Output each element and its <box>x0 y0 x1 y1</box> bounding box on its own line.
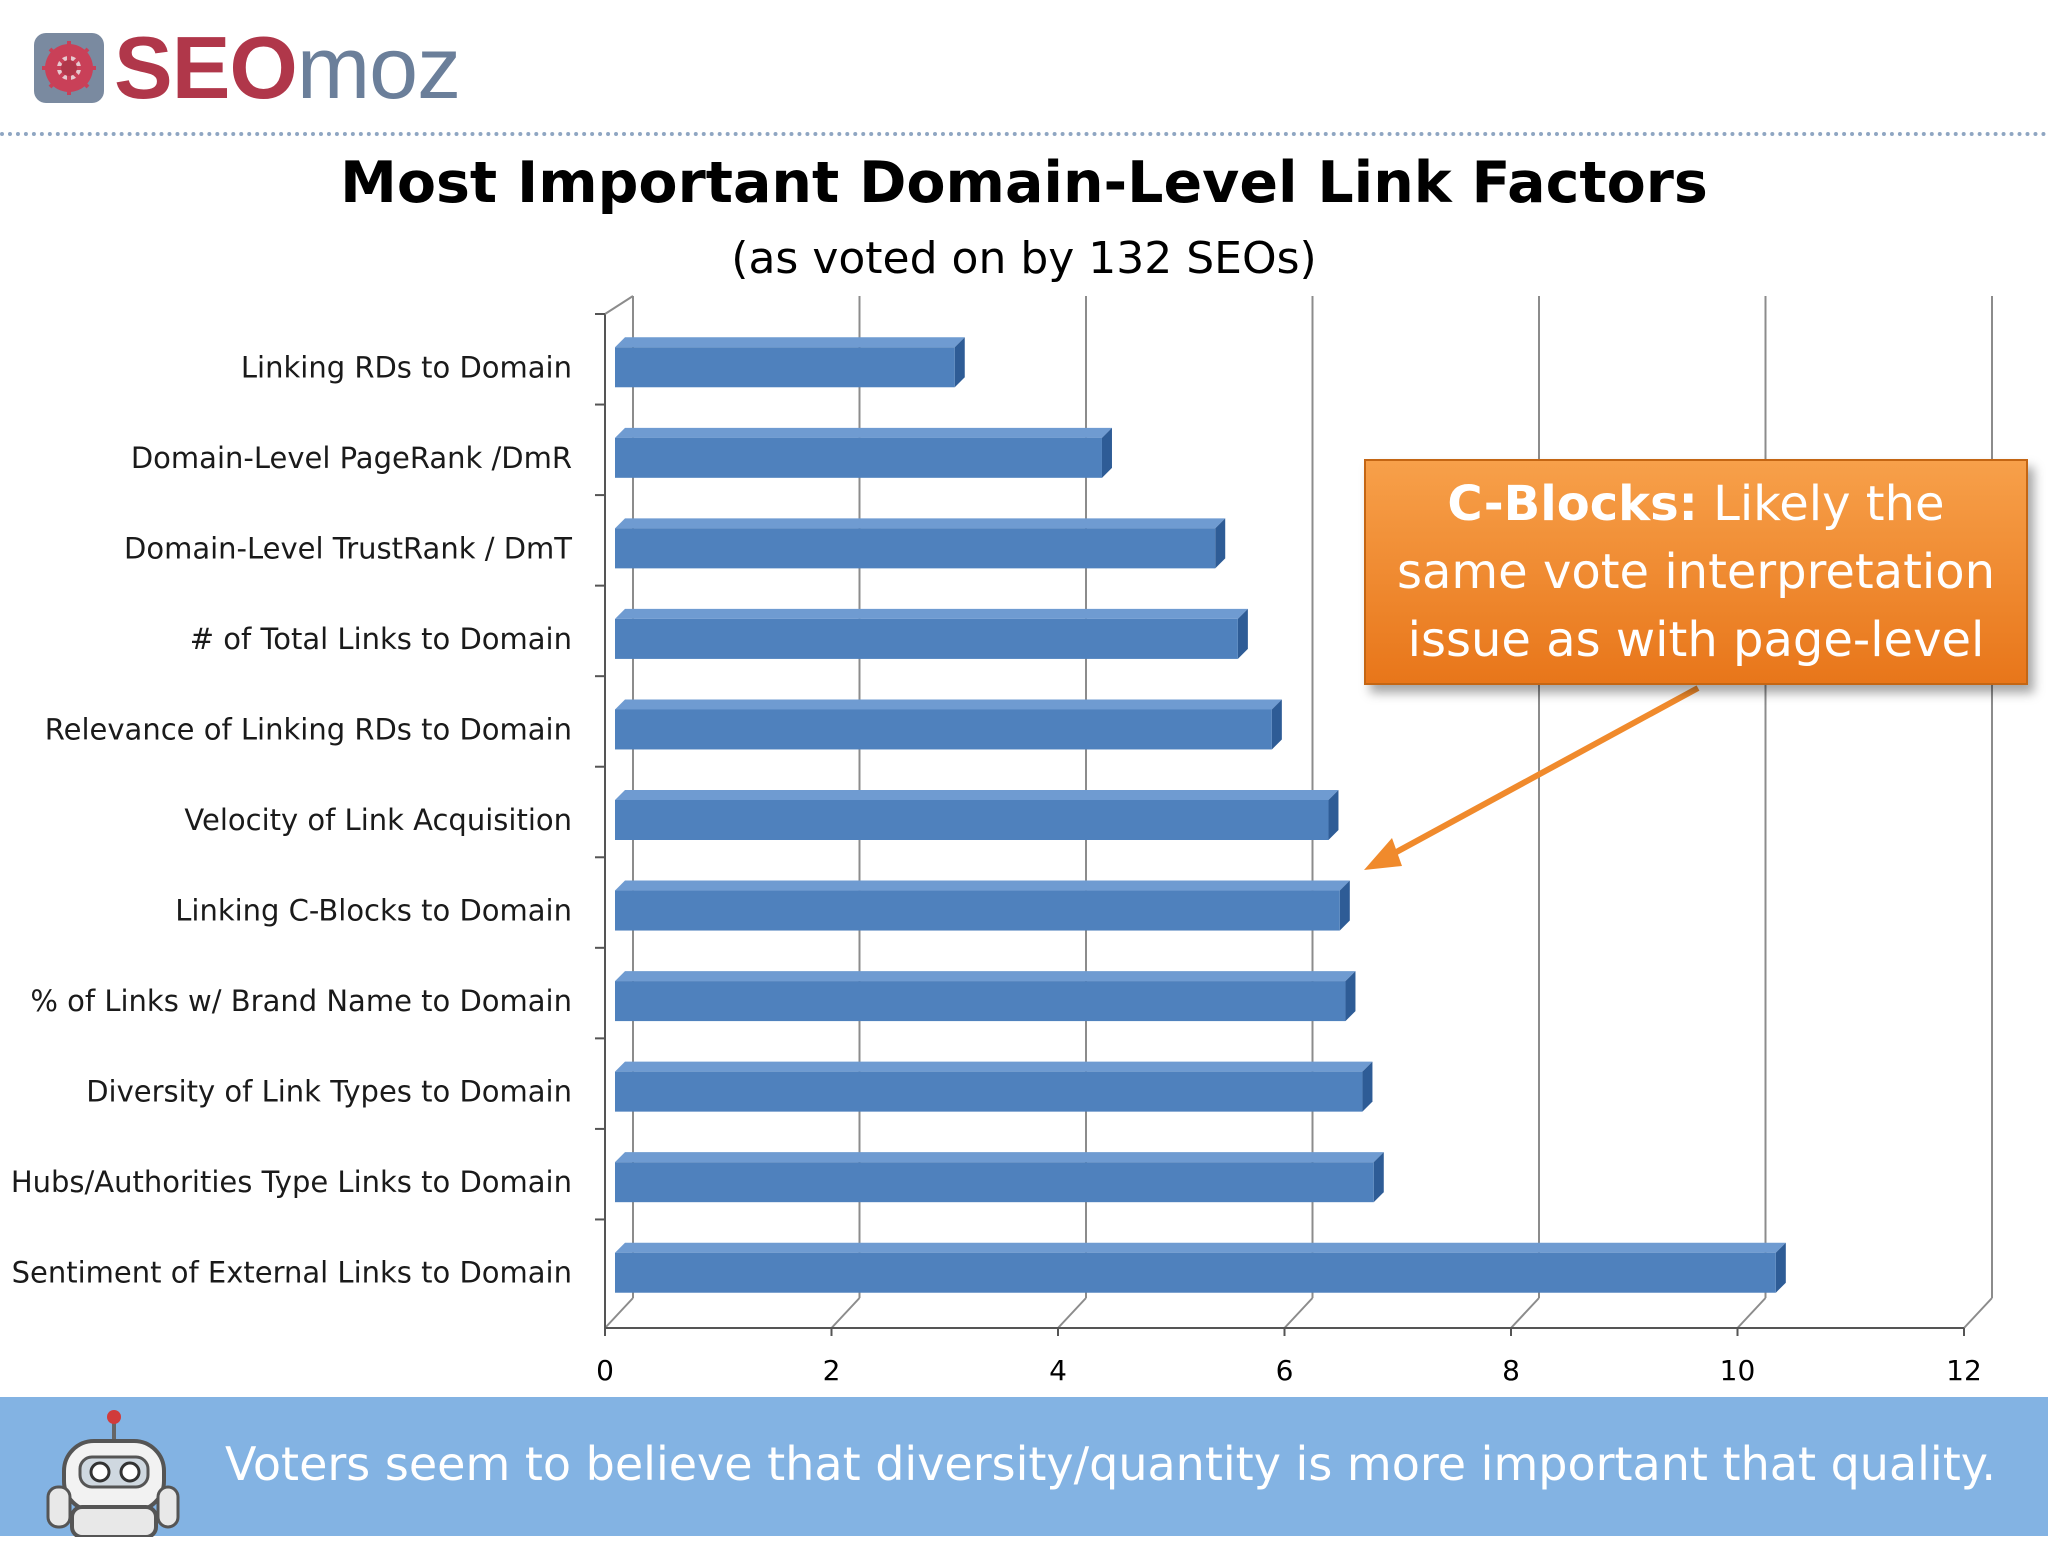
bar-side <box>1328 790 1339 840</box>
floor-gridline <box>1283 1297 1314 1329</box>
bar-top <box>615 427 1112 438</box>
header-divider <box>0 132 2048 136</box>
callout-arrowhead-icon <box>1364 838 1402 870</box>
floor-gridline <box>604 1297 634 1329</box>
x-tick-label: 12 <box>1946 1354 1982 1387</box>
x-tick-label: 2 <box>823 1354 841 1387</box>
x-tick-label: 10 <box>1720 1354 1756 1387</box>
bar-top <box>615 337 965 348</box>
bar <box>615 618 1238 659</box>
footer-text: Voters seem to believe that diversity/qu… <box>225 1437 1997 1491</box>
floor-gridline <box>1736 1297 1767 1329</box>
bar-top <box>615 1061 1373 1072</box>
bar-side <box>1373 1152 1384 1203</box>
bar <box>615 1071 1363 1112</box>
category-label: Linking C-Blocks to Domain <box>175 894 572 928</box>
callout-arrow-icon <box>1376 685 1700 865</box>
callout-content: C-Blocks: Likely the same vote interpret… <box>1386 470 2006 674</box>
bar <box>615 890 1340 931</box>
bar-top <box>615 880 1350 891</box>
x-tick-label: 0 <box>596 1354 614 1387</box>
bar <box>615 347 955 388</box>
bar <box>615 981 1346 1022</box>
y-axis-top <box>604 295 634 315</box>
bar-side <box>1339 880 1350 931</box>
bar-side <box>954 337 965 388</box>
logo-seo-text: SEO <box>114 18 298 117</box>
chart-subtitle: (as voted on by 132 SEOs) <box>731 233 1317 284</box>
floor-gridline <box>1510 1297 1540 1329</box>
bar-top <box>615 1242 1786 1253</box>
bar-side <box>1215 518 1226 569</box>
bar-side <box>1271 699 1282 750</box>
logo-moz-text: moz <box>296 18 461 117</box>
x-tick-label: 8 <box>1502 1354 1520 1387</box>
footer-banner: Voters seem to believe that diversity/qu… <box>0 1397 2048 1539</box>
category-label: Relevance of Linking RDs to Domain <box>45 712 572 746</box>
floor-gridline <box>830 1297 861 1329</box>
callout-box: C-Blocks: Likely the same vote interpret… <box>1364 459 2028 685</box>
floor-gridline <box>1963 1297 1993 1329</box>
logo-wordmark: SEOmoz <box>114 24 461 112</box>
bar <box>615 437 1102 478</box>
floor-gridline <box>1057 1297 1087 1329</box>
category-label: # of Total Links to Domain <box>190 622 572 656</box>
category-label: Diversity of Link Types to Domain <box>86 1075 572 1109</box>
bar-top <box>615 971 1356 982</box>
bar-top <box>615 699 1282 710</box>
bar <box>615 1252 1776 1293</box>
category-label: Hubs/Authorities Type Links to Domain <box>11 1165 572 1199</box>
callout-text: Likely the same vote interpretation issu… <box>1396 476 1996 668</box>
bar-side <box>1362 1061 1373 1112</box>
category-label: Domain-Level PageRank /DmR <box>131 441 572 475</box>
bar-side <box>1237 608 1248 659</box>
bar <box>615 528 1216 569</box>
chart-title: Most Important Domain-Level Link Factors <box>340 150 1708 216</box>
bar-chart: 0 2 4 6 8 10 12 Linking RDs to Domain Domain-Lev… <box>11 295 1993 1387</box>
seomoz-logo-icon <box>34 33 104 103</box>
category-label: Linking RDs to Domain <box>241 350 572 384</box>
bar-top <box>615 608 1248 619</box>
bar-side <box>1345 971 1356 1022</box>
bar <box>615 800 1329 840</box>
bar <box>615 1162 1374 1203</box>
category-label: Domain-Level TrustRank / DmT <box>124 531 572 565</box>
bar-top <box>615 1152 1384 1163</box>
category-label: % of Links w/ Brand Name to Domain <box>30 984 572 1018</box>
x-tick-label: 4 <box>1049 1354 1067 1387</box>
x-tick-label: 6 <box>1276 1354 1294 1387</box>
bar-top <box>615 518 1226 529</box>
bar-side <box>1101 427 1112 478</box>
robot-mascot-icon <box>40 1407 180 1541</box>
category-label: Velocity of Link Acquisition <box>184 803 572 837</box>
category-label: Sentiment of External Links to Domain <box>12 1256 572 1290</box>
callout-bold-text: C-Blocks: <box>1447 476 1698 532</box>
seomoz-logo: SEOmoz <box>34 24 461 112</box>
bar-side <box>1775 1242 1786 1293</box>
bar-top <box>615 790 1339 800</box>
bar <box>615 709 1272 750</box>
